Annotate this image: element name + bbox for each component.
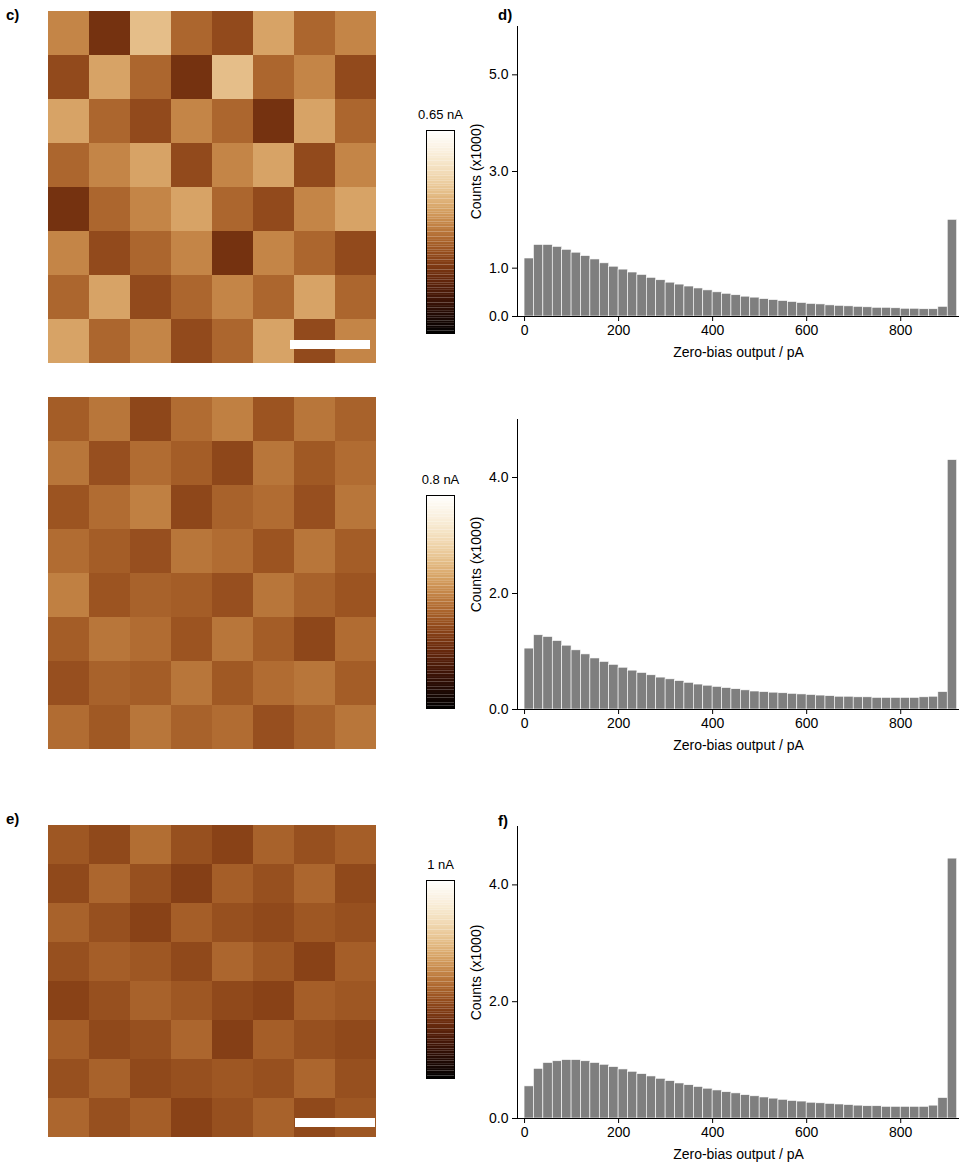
svg-text:0.0: 0.0 (489, 308, 509, 324)
svg-text:0.8 nA: 0.8 nA (422, 472, 460, 487)
svg-text:600: 600 (795, 715, 819, 731)
svg-text:Counts (x1000): Counts (x1000) (468, 124, 484, 220)
svg-text:4.0: 4.0 (489, 876, 509, 892)
svg-text:0: 0 (521, 322, 529, 338)
svg-text:200: 200 (607, 322, 631, 338)
svg-text:400: 400 (701, 322, 725, 338)
svg-text:Zero-bias output / pA: Zero-bias output / pA (673, 344, 804, 360)
svg-text:800: 800 (889, 1124, 913, 1140)
svg-text:2.0: 2.0 (489, 993, 509, 1009)
svg-text:800: 800 (889, 715, 913, 731)
svg-text:Counts (x1000): Counts (x1000) (468, 925, 484, 1021)
svg-text:0.0: 0.0 (489, 1110, 509, 1126)
html-text:d): d) (498, 6, 513, 23)
svg-text:800: 800 (889, 322, 913, 338)
svg-text:200: 200 (607, 1124, 631, 1140)
svg-text:400: 400 (701, 1124, 725, 1140)
svg-text:4.0: 4.0 (489, 469, 509, 485)
svg-text:0: 0 (521, 715, 529, 731)
html-text:f): f) (498, 812, 508, 829)
svg-text:600: 600 (795, 322, 819, 338)
svg-text:1.0: 1.0 (489, 260, 509, 276)
html-text:e): e) (6, 810, 20, 827)
svg-text:Counts (x1000): Counts (x1000) (468, 517, 484, 613)
svg-text:600: 600 (795, 1124, 819, 1140)
svg-text:1 nA: 1 nA (427, 857, 454, 872)
svg-text:0.65 nA: 0.65 nA (418, 107, 463, 122)
svg-text:3.0: 3.0 (489, 163, 509, 179)
html-text:c): c) (6, 6, 20, 23)
svg-text:Zero-bias output / pA: Zero-bias output / pA (673, 737, 804, 753)
svg-text:400: 400 (701, 715, 725, 731)
svg-text:2.0: 2.0 (489, 585, 509, 601)
svg-text:5.0: 5.0 (489, 66, 509, 82)
svg-text:0.0: 0.0 (489, 701, 509, 717)
svg-text:0: 0 (521, 1124, 529, 1140)
svg-text:Zero-bias output / pA: Zero-bias output / pA (673, 1146, 804, 1162)
svg-text:200: 200 (607, 715, 631, 731)
